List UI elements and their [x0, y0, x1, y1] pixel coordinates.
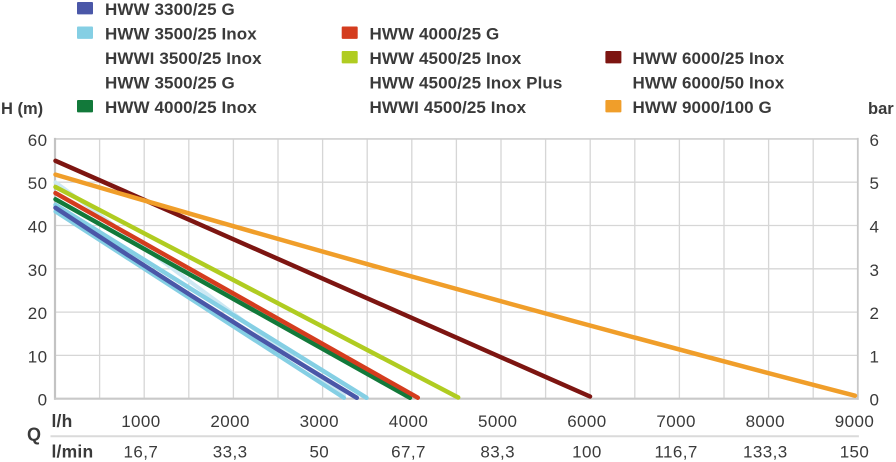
svg-text:0: 0 — [870, 391, 880, 410]
svg-text:33,3: 33,3 — [213, 443, 248, 462]
svg-text:Q: Q — [27, 425, 41, 445]
svg-text:1: 1 — [870, 347, 880, 366]
svg-text:50: 50 — [28, 174, 48, 193]
svg-text:2: 2 — [870, 304, 880, 323]
svg-text:H (m): H (m) — [1, 100, 43, 118]
svg-text:100: 100 — [572, 443, 602, 462]
svg-text:67,7: 67,7 — [391, 443, 426, 462]
svg-text:116,7: 116,7 — [654, 443, 697, 462]
svg-text:HWW 4000/25 G: HWW 4000/25 G — [370, 24, 500, 43]
svg-text:bar: bar — [868, 100, 894, 118]
svg-text:HWW 6000/50 Inox: HWW 6000/50 Inox — [633, 73, 785, 92]
svg-text:HWWI 4500/25 Inox: HWWI 4500/25 Inox — [370, 98, 527, 117]
svg-text:133,3: 133,3 — [743, 443, 788, 462]
svg-text:83,3: 83,3 — [480, 443, 515, 462]
svg-text:HWW 6000/25 Inox: HWW 6000/25 Inox — [633, 49, 785, 68]
svg-text:2000: 2000 — [210, 412, 249, 431]
svg-text:6000: 6000 — [567, 412, 606, 431]
svg-text:6: 6 — [870, 131, 880, 150]
svg-text:1000: 1000 — [121, 412, 160, 431]
svg-text:5000: 5000 — [478, 412, 517, 431]
svg-text:HWW 4500/25 Inox: HWW 4500/25 Inox — [370, 49, 522, 68]
svg-text:4: 4 — [870, 218, 880, 237]
svg-text:8000: 8000 — [746, 412, 785, 431]
svg-text:3000: 3000 — [300, 412, 339, 431]
svg-text:4000: 4000 — [389, 412, 428, 431]
svg-text:0: 0 — [38, 391, 48, 410]
svg-text:30: 30 — [28, 261, 48, 280]
svg-text:l/h: l/h — [52, 411, 73, 431]
svg-text:HWWI 3500/25 Inox: HWWI 3500/25 Inox — [105, 49, 262, 68]
svg-text:50: 50 — [309, 443, 329, 462]
svg-text:HWW 3500/25 G: HWW 3500/25 G — [105, 73, 235, 92]
svg-text:l/min: l/min — [52, 442, 94, 462]
svg-text:150: 150 — [840, 443, 870, 462]
svg-text:10: 10 — [28, 347, 48, 366]
svg-text:20: 20 — [28, 304, 48, 323]
svg-text:HWW 4500/25 Inox Plus: HWW 4500/25 Inox Plus — [370, 73, 563, 92]
svg-text:HWW 9000/100 G: HWW 9000/100 G — [633, 98, 772, 117]
svg-text:40: 40 — [28, 218, 48, 237]
svg-text:16,7: 16,7 — [124, 443, 159, 462]
svg-text:HWW 3300/25 G: HWW 3300/25 G — [105, 0, 235, 19]
svg-text:7000: 7000 — [656, 412, 695, 431]
svg-text:3: 3 — [870, 261, 880, 280]
svg-text:HWW 3500/25 Inox: HWW 3500/25 Inox — [105, 24, 257, 43]
svg-text:60: 60 — [28, 131, 48, 150]
svg-text:9000: 9000 — [835, 412, 874, 431]
svg-text:HWW 4000/25 Inox: HWW 4000/25 Inox — [105, 98, 257, 117]
svg-text:5: 5 — [870, 174, 880, 193]
